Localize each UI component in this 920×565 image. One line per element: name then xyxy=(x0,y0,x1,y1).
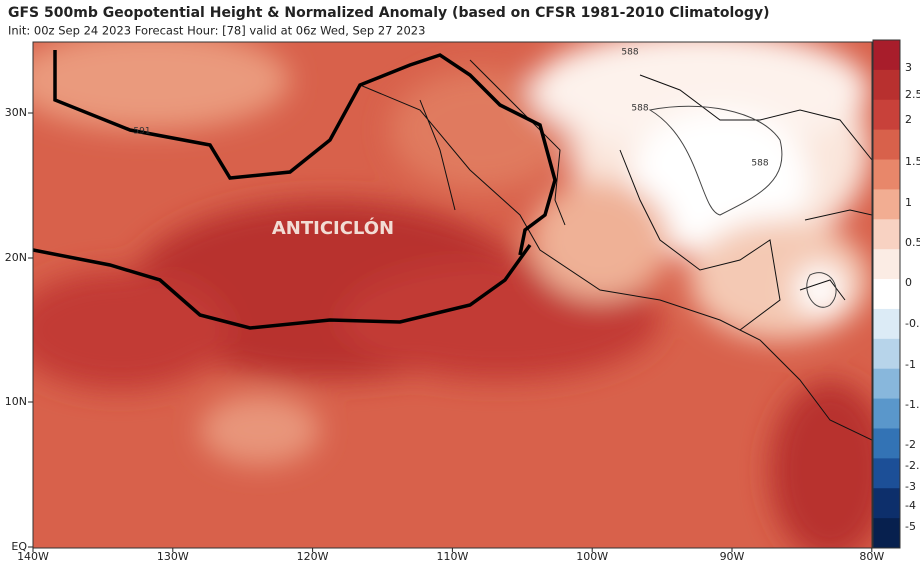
colorbar-swatch xyxy=(873,428,900,459)
colorbar-swatch xyxy=(873,129,900,161)
colorbar-swatch xyxy=(873,488,900,519)
lat-label: 10N xyxy=(5,395,27,408)
colorbar-label: 2.5 xyxy=(905,88,920,101)
lat-label: EQ xyxy=(11,540,27,553)
lon-label: 90W xyxy=(720,550,745,563)
colorbar-swatch xyxy=(873,518,900,549)
colorbar-label: 1.5 xyxy=(905,155,920,168)
contour-label: 588 xyxy=(631,104,648,114)
colorbar-label: -2.5 xyxy=(905,459,920,472)
colorbar-swatch xyxy=(873,338,900,370)
colorbar-label: -5 xyxy=(905,520,916,533)
colorbar-label: -0.5 xyxy=(905,317,920,330)
lon-label: 140W xyxy=(17,550,49,563)
colorbar-label: -4 xyxy=(905,499,916,512)
lon-label: 110W xyxy=(436,550,468,563)
colorbar-label: 0.5 xyxy=(905,236,920,249)
colorbar-label: -2 xyxy=(905,438,916,451)
lon-label: 80W xyxy=(859,550,884,563)
colorbar-label: -1 xyxy=(905,358,916,371)
colorbar-swatch xyxy=(873,458,900,489)
colorbar-swatch xyxy=(873,189,900,220)
colorbar-swatch xyxy=(873,398,900,429)
colorbar-swatch xyxy=(873,99,900,131)
colorbar-swatch xyxy=(873,368,900,400)
colorbar: 3 2.5 2 1.5 1 0.5 0 -0.5 -1 -1.5 -2 -2.5 -3 -4 -5 xyxy=(872,39,920,549)
contour-label: 588 xyxy=(621,48,638,58)
map-area: ANTICICLÓN xyxy=(33,42,872,548)
colorbar-swatch xyxy=(873,159,900,190)
contour-label: 588 xyxy=(751,159,768,169)
colorbar-swatch xyxy=(873,249,900,280)
colorbar-label: 1 xyxy=(905,196,912,209)
lat-label: 30N xyxy=(5,106,27,119)
colorbar-label: 0 xyxy=(905,276,912,289)
colorbar-label: -1.5 xyxy=(905,398,920,411)
colorbar-swatch xyxy=(873,219,900,250)
colorbar-swatch xyxy=(873,279,900,310)
colorbar-swatch xyxy=(873,69,900,101)
colorbar-label: 3 xyxy=(905,61,912,74)
lat-label: 20N xyxy=(5,251,27,264)
title: GFS 500mb Geopotential Height & Normaliz… xyxy=(8,5,769,21)
colorbar-swatch xyxy=(873,40,900,71)
lon-label: 130W xyxy=(157,550,189,563)
subtitle: Init: 00z Sep 24 2023 Forecast Hour: [78… xyxy=(8,24,425,38)
annotation: ANTICICLÓN xyxy=(272,217,394,239)
colorbar-swatch xyxy=(873,308,900,340)
colorbar-label: -3 xyxy=(905,480,916,493)
contour-label: 591 xyxy=(133,127,150,137)
colorbar-frame xyxy=(872,39,901,549)
colorbar-label: 2 xyxy=(905,113,912,126)
lon-label: 120W xyxy=(297,550,329,563)
lon-label: 100W xyxy=(576,550,608,563)
